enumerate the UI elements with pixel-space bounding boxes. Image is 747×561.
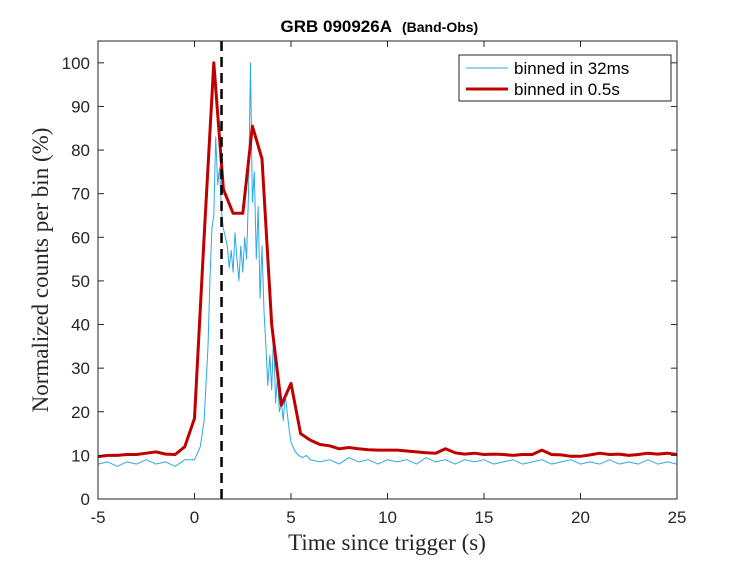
- x-tick-label: 25: [668, 508, 687, 527]
- y-tick-label: 90: [71, 97, 90, 116]
- chart-subtitle: (Band-Obs): [402, 19, 478, 35]
- y-tick-label: 80: [71, 141, 90, 160]
- x-axis: -5 0 5 10 15 20 25: [90, 41, 686, 527]
- chart-title: GRB 090926A: [280, 17, 392, 36]
- y-tick-label: 100: [62, 54, 90, 73]
- x-tick-label: 0: [190, 508, 199, 527]
- y-tick-label: 30: [71, 359, 90, 378]
- series-line-1: [97, 61, 678, 459]
- y-tick-label: 50: [71, 272, 90, 291]
- y-tick-label: 70: [71, 185, 90, 204]
- series-layer: [97, 61, 678, 467]
- legend-label-0.5s: binned in 0.5s: [514, 80, 620, 99]
- y-tick-label: 10: [71, 446, 90, 465]
- y-tick-label: 20: [71, 403, 90, 422]
- legend-box: [458, 54, 672, 102]
- x-axis-title: Time since trigger (s): [288, 530, 486, 555]
- plot-area: [98, 41, 677, 499]
- legend-label-32ms: binned in 32ms: [514, 59, 629, 78]
- y-axis: 0 10 20 30 40 50 60 70 80 90 100: [62, 54, 677, 509]
- x-tick-label: 10: [378, 508, 397, 527]
- x-tick-label: 15: [475, 508, 494, 527]
- series-line-0: [97, 62, 678, 467]
- y-axis-title: Normalized counts per bin (%): [28, 128, 53, 413]
- legend: binned in 32ms binned in 0.5s: [458, 54, 672, 102]
- x-tick-label: 5: [286, 508, 295, 527]
- y-tick-label: 40: [71, 316, 90, 335]
- x-tick-label: 20: [571, 508, 590, 527]
- x-tick-label: -5: [90, 508, 105, 527]
- y-tick-label: 60: [71, 228, 90, 247]
- y-tick-label: 0: [81, 490, 90, 509]
